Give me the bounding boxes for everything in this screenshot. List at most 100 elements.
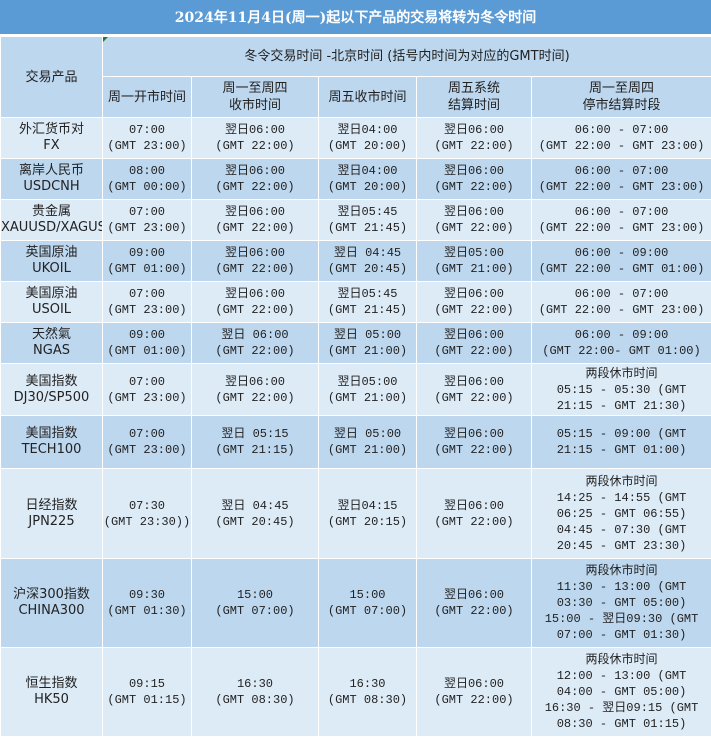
cell-line: 06:25 - GMT 06:55) bbox=[532, 506, 711, 522]
cell-line: (GMT 22:00 - GMT 23:00) bbox=[532, 138, 711, 154]
friday-close-cell: 翌日05:45(GMT 21:45) bbox=[319, 282, 417, 323]
settlement-cell: 翌日06:00(GMT 22:00) bbox=[417, 648, 532, 737]
settlement-cell: 翌日06:00(GMT 22:00) bbox=[417, 200, 532, 241]
cell-line: 21:15 - GMT 01:00) bbox=[532, 442, 711, 458]
cell-line: 翌日 05:00 bbox=[319, 327, 416, 343]
cell-line: 美国指数 bbox=[1, 426, 102, 442]
cell-line: (GMT 22:00) bbox=[417, 220, 531, 236]
cell-line: (GMT 22:00- GMT 01:00) bbox=[532, 343, 711, 359]
cell-line: 16:30 bbox=[319, 676, 416, 692]
cell-line: 翌日 04:45 bbox=[319, 245, 416, 261]
friday-close-cell: 翌日 04:45(GMT 20:45) bbox=[319, 241, 417, 282]
cell-line: 09:00 bbox=[103, 327, 191, 343]
cell-line: (GMT 22:00) bbox=[192, 390, 318, 406]
cell-line: 04:00 - GMT 05:00) bbox=[532, 684, 711, 700]
cell-line: 08:30 - GMT 01:15) bbox=[532, 716, 711, 732]
mon-thu-close-cell: 翌日 05:15(GMT 21:15) bbox=[192, 416, 319, 469]
cell-line: 停市结算时段 bbox=[532, 97, 711, 114]
header-mon-thu-halt: 周一至周四停市结算时段 bbox=[532, 77, 711, 118]
cell-line: 收市时间 bbox=[192, 97, 318, 114]
cell-line: 周五收市时间 bbox=[319, 89, 416, 106]
cell-line: (GMT 21:00) bbox=[319, 343, 416, 359]
monday-open-cell: 07:00(GMT 23:00) bbox=[103, 118, 192, 159]
cell-line: (GMT 01:15) bbox=[103, 692, 191, 708]
cell-line: (GMT 01:30) bbox=[103, 603, 191, 619]
cell-line: 贵金属 bbox=[1, 204, 102, 220]
mon-thu-close-cell: 15:00(GMT 07:00) bbox=[192, 559, 319, 648]
cell-line: 美国原油 bbox=[1, 286, 102, 302]
monday-open-cell: 09:30(GMT 01:30) bbox=[103, 559, 192, 648]
cell-line: NGAS bbox=[1, 343, 102, 359]
cell-line: 15:00 bbox=[319, 587, 416, 603]
cell-line: 07:00 - GMT 01:30) bbox=[532, 627, 711, 643]
cell-line: 16:30 bbox=[192, 676, 318, 692]
cell-line: 日经指数 bbox=[1, 498, 102, 514]
cell-line: 11:30 - 13:00 (GMT bbox=[532, 579, 711, 595]
cell-line: 06:00 - 09:00 bbox=[532, 245, 711, 261]
cell-line: 美国指数 bbox=[1, 374, 102, 390]
cell-line: (GMT 22:00) bbox=[192, 261, 318, 277]
monday-open-cell: 07:30(GMT 23:30)) bbox=[103, 469, 192, 559]
halt-period-cell: 06:00 - 07:00(GMT 22:00 - GMT 23:00) bbox=[532, 282, 711, 323]
cell-line: 15:00 - 翌日09:30 (GMT bbox=[532, 611, 711, 627]
mon-thu-close-cell: 翌日06:00(GMT 22:00) bbox=[192, 282, 319, 323]
cell-line: 翌日06:00 bbox=[417, 676, 531, 692]
cell-line: (GMT 08:30) bbox=[192, 692, 318, 708]
cell-line: 06:00 - 07:00 bbox=[532, 286, 711, 302]
cell-line: 离岸人民币 bbox=[1, 163, 102, 179]
cell-line: 天然氣 bbox=[1, 327, 102, 343]
cell-line: 09:15 bbox=[103, 676, 191, 692]
cell-line: (GMT 22:00) bbox=[192, 302, 318, 318]
friday-close-cell: 16:30(GMT 08:30) bbox=[319, 648, 417, 737]
mon-thu-close-cell: 翌日06:00(GMT 22:00) bbox=[192, 118, 319, 159]
cell-line: (GMT 00:00) bbox=[103, 179, 191, 195]
cell-line: 翌日06:00 bbox=[192, 245, 318, 261]
cell-line: (GMT 22:00 - GMT 01:00) bbox=[532, 261, 711, 277]
cell-line: 翌日06:00 bbox=[417, 122, 531, 138]
cell-line: 两段休市时间 bbox=[532, 652, 711, 668]
halt-period-cell: 06:00 - 07:00(GMT 22:00 - GMT 23:00) bbox=[532, 159, 711, 200]
friday-close-cell: 15:00(GMT 07:00) bbox=[319, 559, 417, 648]
cell-line: (GMT 23:00) bbox=[103, 302, 191, 318]
cell-line: (GMT 22:00) bbox=[192, 179, 318, 195]
halt-period-cell: 06:00 - 07:00(GMT 22:00 - GMT 23:00) bbox=[532, 200, 711, 241]
cell-line: 04:45 - 07:30 (GMT bbox=[532, 522, 711, 538]
cell-line: 03:30 - GMT 05:00) bbox=[532, 595, 711, 611]
cell-line: 翌日06:00 bbox=[417, 204, 531, 220]
friday-close-cell: 翌日 05:00(GMT 21:00) bbox=[319, 416, 417, 469]
cell-line: (GMT 20:00) bbox=[319, 179, 416, 195]
cell-line: DJ30/SP500 bbox=[1, 390, 102, 406]
cell-line: (GMT 22:00 - GMT 23:00) bbox=[532, 302, 711, 318]
cell-line: (GMT 22:00) bbox=[192, 138, 318, 154]
settlement-cell: 翌日06:00(GMT 22:00) bbox=[417, 159, 532, 200]
settlement-cell: 翌日06:00(GMT 22:00) bbox=[417, 559, 532, 648]
mon-thu-close-cell: 翌日06:00(GMT 22:00) bbox=[192, 364, 319, 416]
mon-thu-close-cell: 翌日 04:45(GMT 20:45) bbox=[192, 469, 319, 559]
cell-line: 09:00 bbox=[103, 245, 191, 261]
cell-line: (GMT 01:00) bbox=[103, 343, 191, 359]
mon-thu-close-cell: 翌日06:00(GMT 22:00) bbox=[192, 159, 319, 200]
cell-line: 翌日 06:00 bbox=[192, 327, 318, 343]
cell-line: UKOIL bbox=[1, 261, 102, 277]
cell-line: (GMT 23:00) bbox=[103, 220, 191, 236]
cell-line: 09:30 bbox=[103, 587, 191, 603]
cell-line: (GMT 23:00) bbox=[103, 138, 191, 154]
cell-line: 翌日06:00 bbox=[417, 374, 531, 390]
cell-line: 06:00 - 07:00 bbox=[532, 122, 711, 138]
mon-thu-close-cell: 16:30(GMT 08:30) bbox=[192, 648, 319, 737]
cell-line: 05:15 - 05:30 (GMT bbox=[532, 382, 711, 398]
friday-close-cell: 翌日05:00(GMT 21:00) bbox=[319, 364, 417, 416]
cell-line: (GMT 23:00) bbox=[103, 390, 191, 406]
